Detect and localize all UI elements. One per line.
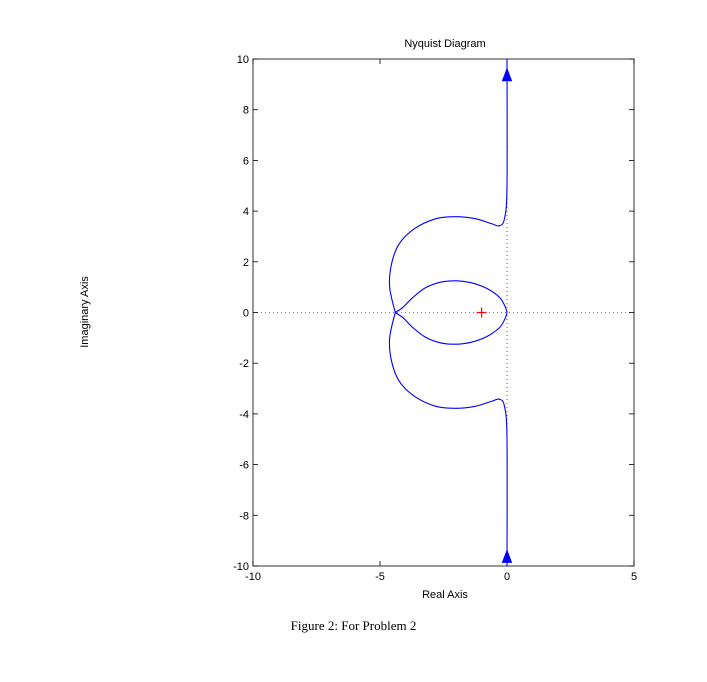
y-tick-label: -10 — [233, 561, 249, 573]
nyquist-curve-upper — [388, 58, 508, 313]
y-tick-label: 2 — [243, 257, 249, 269]
y-tick-label: 0 — [243, 308, 249, 320]
nyquist-curve-lower — [388, 312, 508, 567]
nyquist-curve-lower — [394, 312, 508, 345]
plot-frame — [252, 58, 635, 567]
direction-arrow — [501, 548, 513, 563]
y-tick-label: 4 — [243, 206, 249, 218]
figure-caption: Figure 2: For Problem 2 — [290, 618, 417, 633]
chart-title: Nyquist Diagram — [404, 38, 485, 50]
x-tick-label: -10 — [245, 571, 261, 583]
x-tick-label: 5 — [631, 571, 637, 583]
plot-area: -10 -5 0 5 -10 -8 -6 -4 -2 0 2 4 6 8 10 — [233, 54, 637, 583]
y-tick-label: 8 — [243, 105, 249, 117]
x-axis-label: Real Axis — [422, 589, 468, 601]
y-tick-label: 6 — [243, 155, 249, 167]
y-axis-label: Imaginary Axis — [79, 276, 91, 348]
y-tick-label: -6 — [239, 460, 249, 472]
direction-arrow — [501, 67, 513, 82]
y-tick-label: 10 — [237, 54, 249, 66]
x-tick-label: 0 — [504, 571, 510, 583]
x-tick-label: -5 — [375, 571, 385, 583]
y-tick-label: -4 — [239, 409, 249, 421]
y-tick-label: -8 — [239, 510, 249, 522]
y-tick-label: -2 — [239, 358, 249, 370]
nyquist-curve-upper — [394, 280, 508, 313]
